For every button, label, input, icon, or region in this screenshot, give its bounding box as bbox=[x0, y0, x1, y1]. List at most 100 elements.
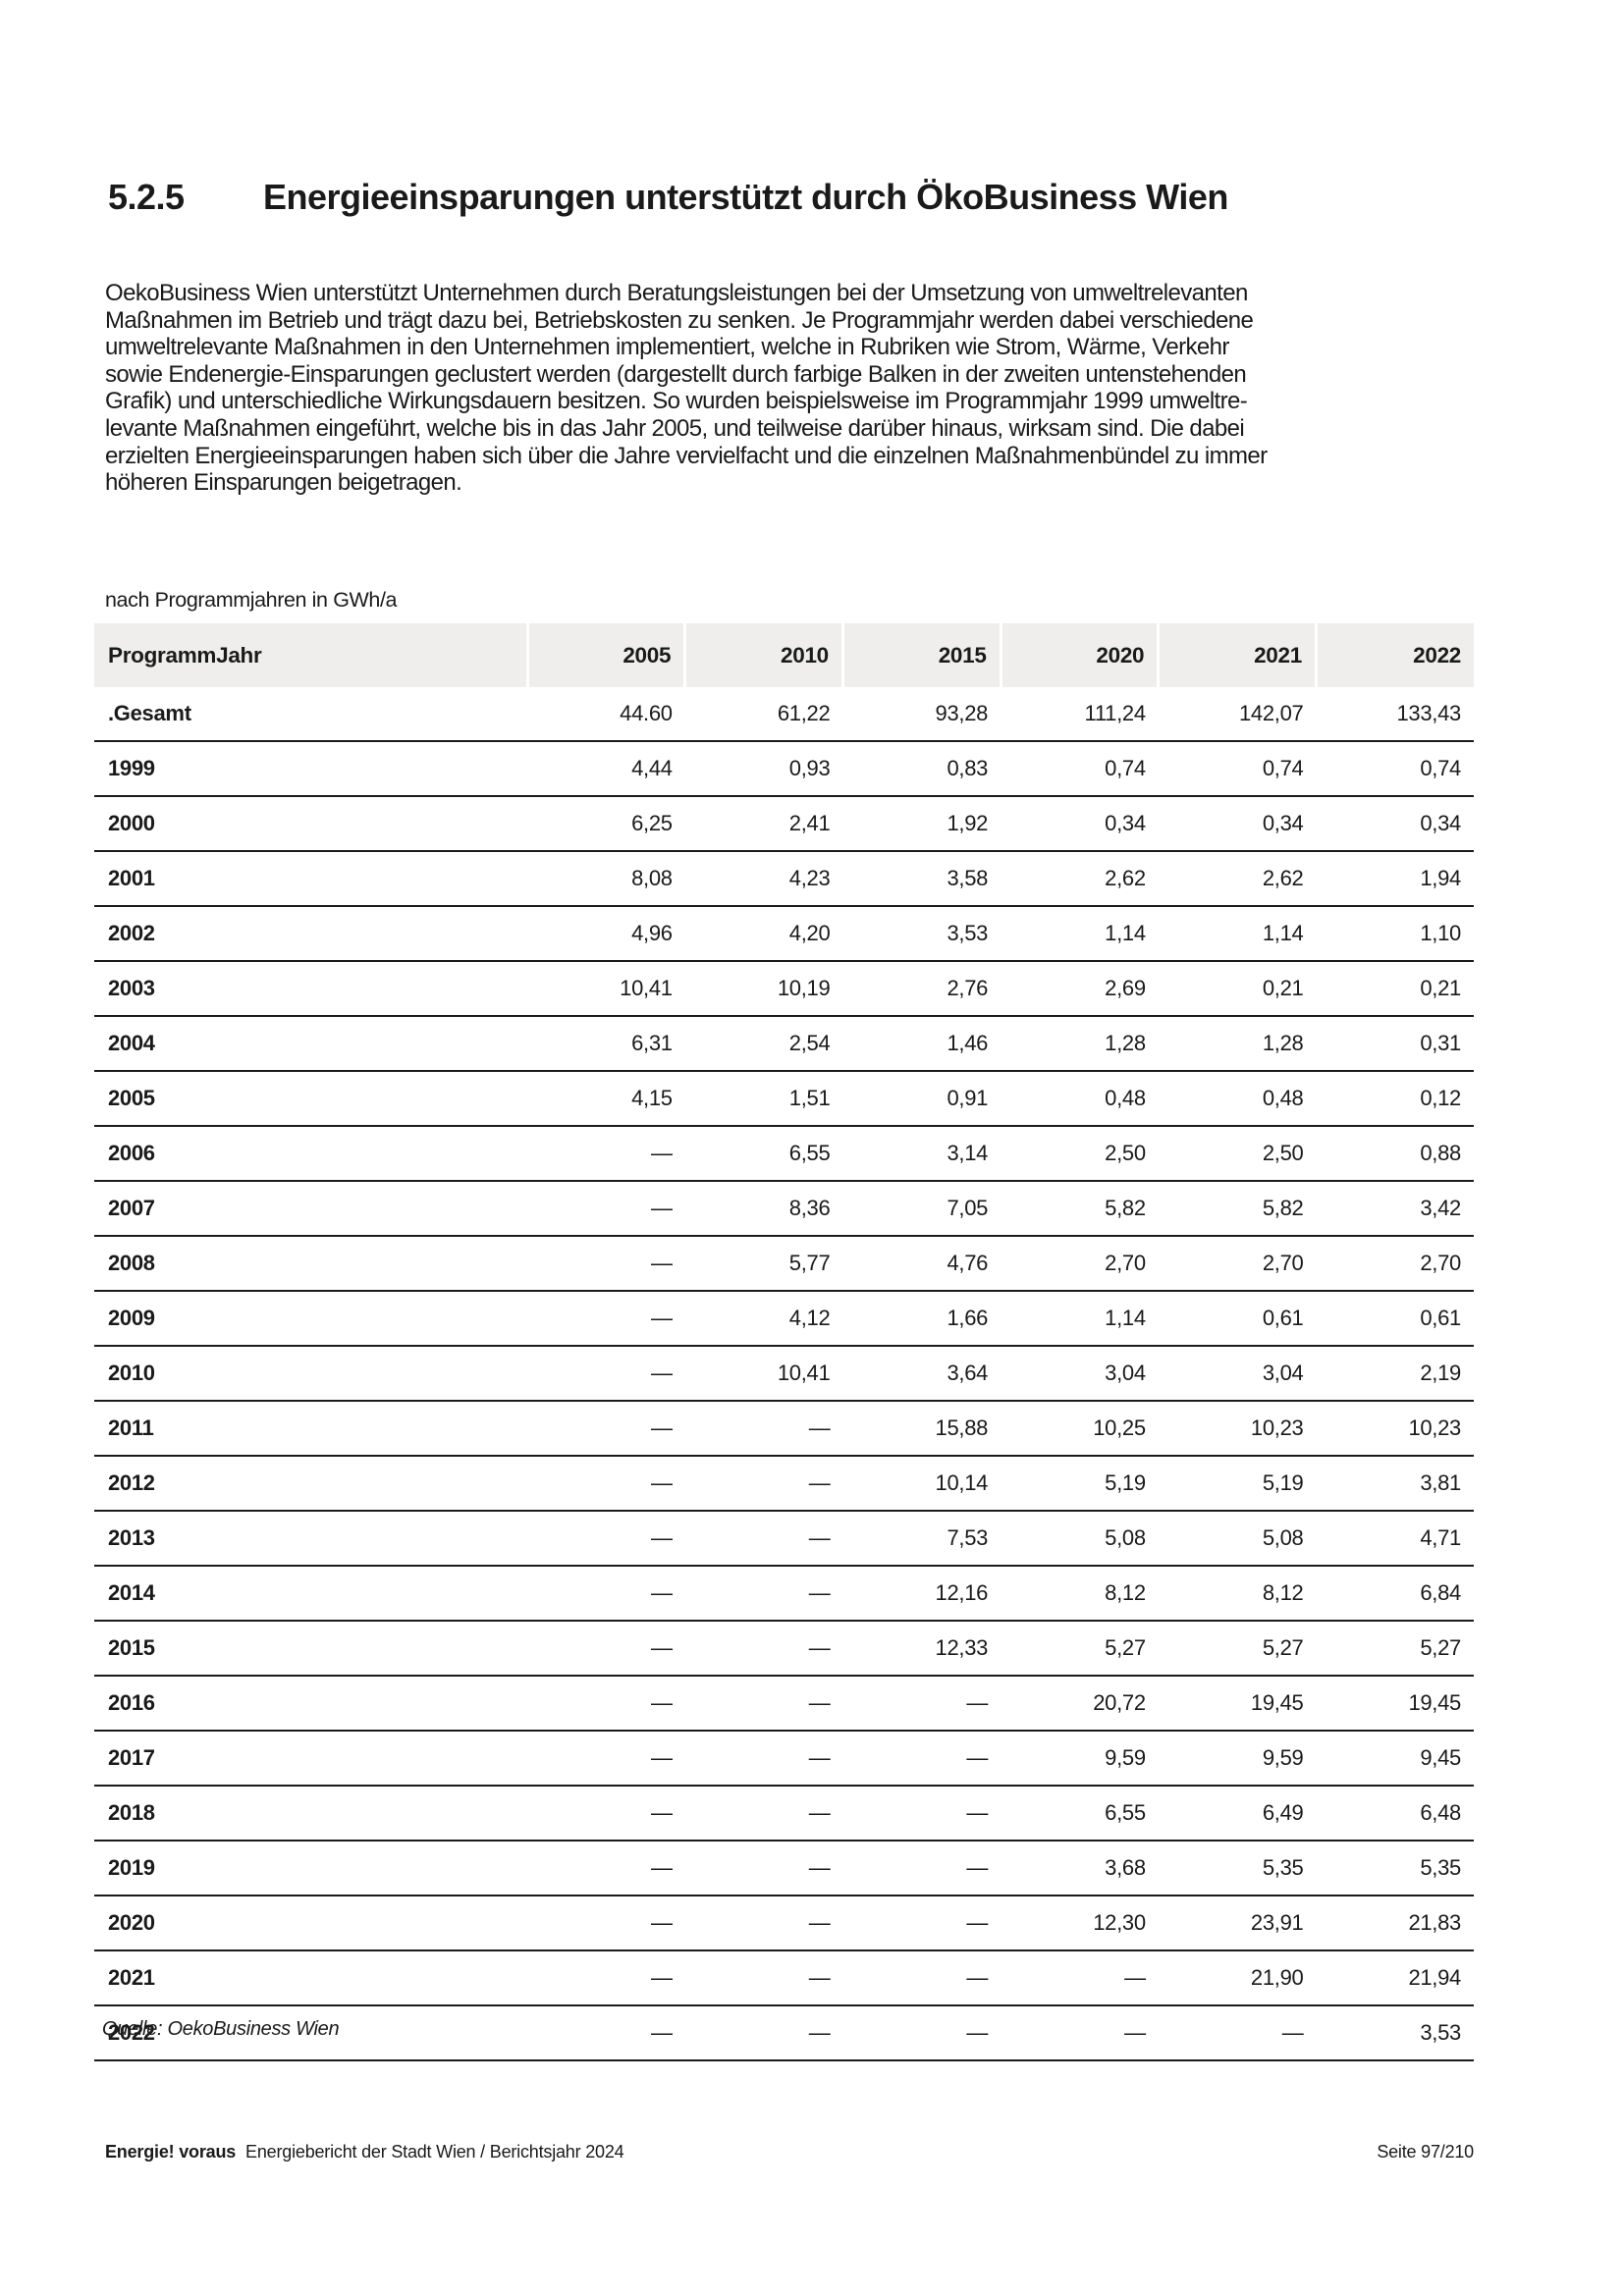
column-header: 2021 bbox=[1157, 623, 1317, 687]
cell-value: — bbox=[527, 1676, 685, 1732]
row-label: .Gesamt bbox=[94, 687, 528, 742]
cell-value: 4,96 bbox=[527, 906, 685, 962]
row-label: 2011 bbox=[94, 1401, 528, 1457]
table-row: 2000 6,25 2,41 1,92 0,34 0,34 0,34 bbox=[94, 796, 1474, 852]
row-label: 2009 bbox=[94, 1291, 528, 1347]
row-label: 2004 bbox=[94, 1016, 528, 1072]
cell-value: — bbox=[527, 1236, 685, 1292]
table-caption: nach Programmjahren in GWh/a bbox=[105, 588, 398, 612]
table-row: 2022— — — — —3,53 bbox=[94, 2005, 1474, 2061]
cell-value: 5,35 bbox=[1158, 1841, 1317, 1896]
paragraph-line: Maßnahmen im Betrieb und trägt dazu bei,… bbox=[105, 306, 1254, 334]
table-row: 2014— —12,16 8,12 8,12 6,84 bbox=[94, 1566, 1474, 1622]
table-row: 2004 6,31 2,54 1,46 1,28 1,28 0,31 bbox=[94, 1016, 1474, 1072]
cell-value: 10,14 bbox=[842, 1456, 1001, 1512]
cell-value: 9,45 bbox=[1316, 1731, 1474, 1787]
row-label: 2020 bbox=[94, 1896, 528, 1951]
cell-value: — bbox=[842, 1786, 1001, 1842]
cell-value: — bbox=[842, 2005, 1001, 2061]
cell-value: 7,05 bbox=[842, 1181, 1001, 1237]
cell-value: — bbox=[684, 1841, 843, 1896]
cell-value: 1,51 bbox=[684, 1071, 843, 1127]
cell-value: — bbox=[527, 1456, 685, 1512]
cell-value: 5,27 bbox=[1316, 1621, 1474, 1677]
cell-value: 5,82 bbox=[1001, 1181, 1159, 1237]
page-footer: Energie! voraus Energiebericht der Stadt … bbox=[105, 2142, 1474, 2163]
cell-value: 0,74 bbox=[1158, 741, 1317, 797]
column-header: 2015 bbox=[840, 623, 1001, 687]
cell-value: 6,55 bbox=[684, 1126, 843, 1182]
table-row: 2012— —10,14 5,19 5,19 3,81 bbox=[94, 1456, 1474, 1512]
cell-value: — bbox=[684, 1401, 843, 1457]
paragraph-line: erzielten Energieeinsparungen haben sich… bbox=[105, 442, 1268, 469]
header-row: ProgrammJahr 2005 2010 2015 2020 2021 2022 bbox=[94, 623, 1474, 687]
cell-value: 1,46 bbox=[842, 1016, 1001, 1072]
table-row: 2009—4,12 1,66 1,14 0,61 0,61 bbox=[94, 1291, 1474, 1347]
row-label: 2019 bbox=[94, 1841, 528, 1896]
cell-value: 5,08 bbox=[1158, 1511, 1317, 1567]
cell-value: 10,41 bbox=[684, 1346, 843, 1402]
cell-value: — bbox=[527, 1896, 685, 1951]
cell-value: — bbox=[684, 1786, 843, 1842]
cell-value: 23,91 bbox=[1158, 1896, 1317, 1951]
cell-value: 1,14 bbox=[1001, 906, 1159, 962]
cell-value: 1,10 bbox=[1316, 906, 1474, 962]
cell-value: — bbox=[527, 1181, 685, 1237]
cell-value: 1,28 bbox=[1158, 1016, 1317, 1072]
cell-value: 10,25 bbox=[1001, 1401, 1159, 1457]
table-row: 2010—10,41 3,64 3,04 3,04 2,19 bbox=[94, 1346, 1474, 1402]
row-label: 2015 bbox=[94, 1621, 528, 1677]
cell-value: 0,34 bbox=[1158, 796, 1317, 852]
cell-value: 0,21 bbox=[1158, 961, 1317, 1017]
cell-value: 5,77 bbox=[684, 1236, 843, 1292]
cell-value: 5,27 bbox=[1158, 1621, 1317, 1677]
table-row: 2019— — —3,68 5,35 5,35 bbox=[94, 1841, 1474, 1896]
footer-left: Energie! voraus Energiebericht der Stadt … bbox=[105, 2142, 624, 2163]
cell-value: 6,31 bbox=[527, 1016, 685, 1072]
cell-value: 6,84 bbox=[1316, 1566, 1474, 1622]
row-label: 2007 bbox=[94, 1181, 528, 1237]
row-label: 2010 bbox=[94, 1346, 528, 1402]
cell-value: — bbox=[842, 1896, 1001, 1951]
cell-value: 0,83 bbox=[842, 741, 1001, 797]
cell-value: 6,25 bbox=[527, 796, 685, 852]
row-label: 2021 bbox=[94, 1950, 528, 2006]
cell-value: 3,04 bbox=[1158, 1346, 1317, 1402]
cell-value: 21,90 bbox=[1158, 1950, 1317, 2006]
row-label: 2016 bbox=[94, 1676, 528, 1732]
cell-value: 3,14 bbox=[842, 1126, 1001, 1182]
table-row: 2008—5,77 4,76 2,70 2,70 2,70 bbox=[94, 1236, 1474, 1292]
cell-value: 5,35 bbox=[1316, 1841, 1474, 1896]
cell-value: 1,14 bbox=[1158, 906, 1317, 962]
cell-value: 2,50 bbox=[1001, 1126, 1159, 1182]
cell-value: 0,74 bbox=[1316, 741, 1474, 797]
cell-value: — bbox=[527, 1950, 685, 2006]
cell-value: — bbox=[684, 1511, 843, 1567]
table-row: 2003 10,41 10,19 2,76 2,69 0,21 0,21 bbox=[94, 961, 1474, 1017]
cell-value: 0,91 bbox=[842, 1071, 1001, 1127]
cell-value: — bbox=[684, 1950, 843, 2006]
paragraph-line: höheren Einsparungen beigetragen. bbox=[105, 469, 462, 497]
cell-value: 0,34 bbox=[1001, 796, 1159, 852]
footer-doc-title: Energiebericht der Stadt Wien / Berichts… bbox=[245, 2142, 624, 2162]
cell-value: 2,70 bbox=[1001, 1236, 1159, 1292]
cell-value: — bbox=[527, 2005, 685, 2061]
cell-value: 10,19 bbox=[684, 961, 843, 1017]
footer-brand: Energie! voraus bbox=[105, 2142, 237, 2162]
cell-value: — bbox=[684, 2005, 843, 2061]
cell-value: 5,82 bbox=[1158, 1181, 1317, 1237]
section-heading: 5.2.5 Energieeinsparungen unterstützt dur… bbox=[108, 177, 1228, 218]
table-row: 2017— — —9,59 9,59 9,45 bbox=[94, 1731, 1474, 1787]
cell-value: 9,59 bbox=[1001, 1731, 1159, 1787]
cell-value: 0,31 bbox=[1316, 1016, 1474, 1072]
table-body: .Gesamt 44.60 61,22 93,28 111,24 142,07 133,43… bbox=[94, 687, 1474, 2061]
row-label: 2005 bbox=[94, 1071, 528, 1127]
cell-value: 93,28 bbox=[842, 687, 1001, 742]
cell-value: 3,53 bbox=[842, 906, 1001, 962]
cell-value: 3,81 bbox=[1316, 1456, 1474, 1512]
data-table: ProgrammJahr 2005 2010 2015 2020 2021 2022 .Ge… bbox=[94, 623, 1474, 2061]
cell-value: 8,12 bbox=[1158, 1566, 1317, 1622]
cell-value: 0,61 bbox=[1316, 1291, 1474, 1347]
cell-value: 1,94 bbox=[1316, 851, 1474, 907]
paragraph-line: umweltrelevante Maßnahmen in den Unterne… bbox=[105, 334, 1229, 361]
